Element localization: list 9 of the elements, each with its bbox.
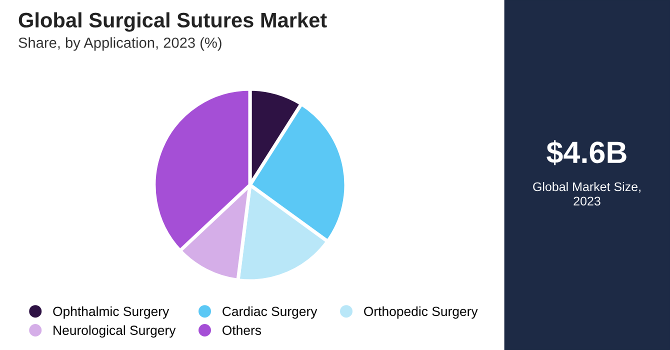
chart-subtitle: Share, by Application, 2023 (%) — [18, 37, 222, 51]
legend-label: Others — [222, 325, 262, 335]
legend-label: Orthopedic Surgery — [364, 306, 478, 319]
legend-label: Ophthalmic Surgery — [53, 306, 170, 319]
chart-title: Global Surgical Sutures Market — [18, 12, 327, 32]
text: Global Market Size, 2023 — [533, 182, 640, 206]
legend-label: Cardiac Surgery — [222, 306, 318, 319]
legend-label: Neurological Surgery — [54, 325, 176, 338]
text: $4.6B — [546, 140, 626, 166]
